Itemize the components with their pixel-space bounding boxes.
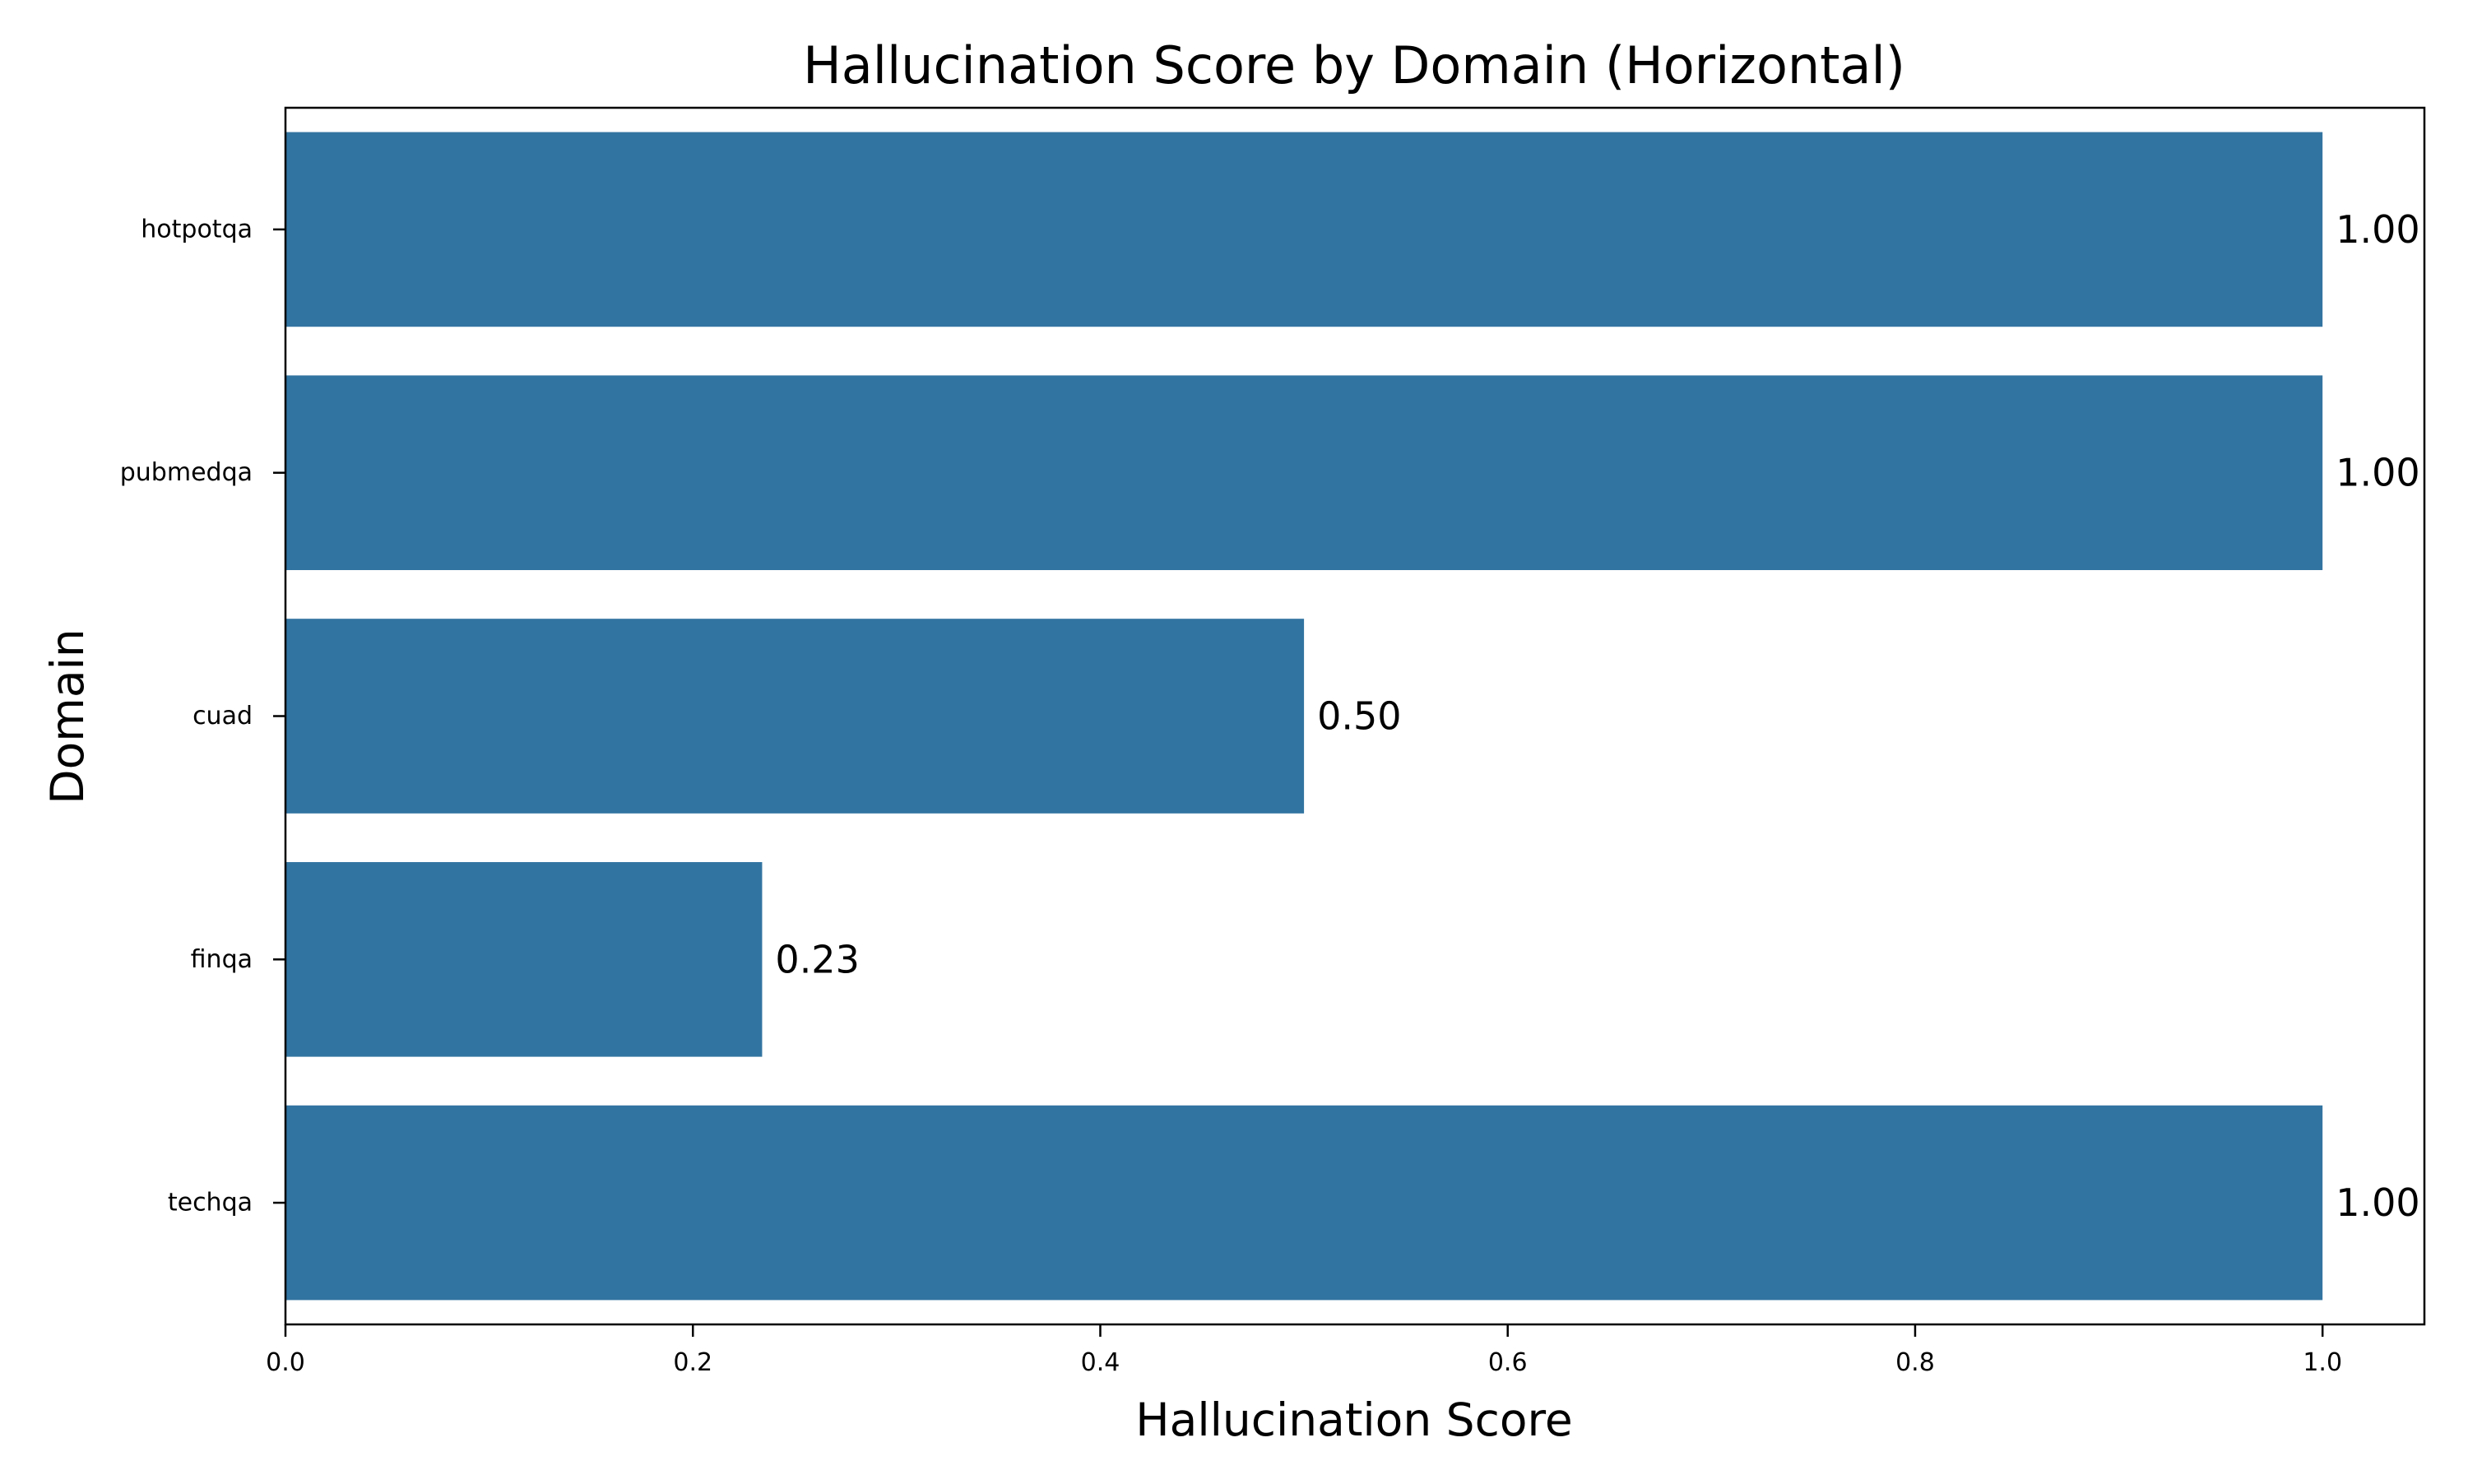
bar-finqa bbox=[285, 861, 763, 1057]
x-tick-label-5: 1.0 bbox=[2303, 1348, 2342, 1377]
bar-techqa bbox=[285, 1105, 2323, 1301]
bar-hotpotqa bbox=[285, 132, 2323, 327]
y-tick-label-pubmedqa: pubmedqa bbox=[120, 458, 253, 487]
value-label-techqa: 1.00 bbox=[2336, 1180, 2419, 1225]
bar-cuad bbox=[285, 619, 1305, 814]
value-label-hotpotqa: 1.00 bbox=[2336, 207, 2419, 252]
value-labels-layer: 1.00 1.00 0.50 0.23 1.00 bbox=[775, 207, 2419, 1225]
x-tick-label-0: 0.0 bbox=[266, 1348, 305, 1377]
y-tick-label-techqa: techqa bbox=[168, 1189, 253, 1217]
bar-pubmedqa bbox=[285, 375, 2323, 571]
bars-layer bbox=[285, 132, 2323, 1301]
x-axis: 0.0 0.2 0.4 0.6 0.8 1.0 bbox=[266, 1324, 2342, 1377]
x-tick-label-4: 0.8 bbox=[1895, 1348, 1935, 1377]
value-label-pubmedqa: 1.00 bbox=[2336, 451, 2419, 495]
y-tick-label-finqa: finqa bbox=[191, 945, 253, 974]
x-tick-label-1: 0.2 bbox=[673, 1348, 712, 1377]
y-axis: hotpotqa pubmedqa cuad finqa techqa bbox=[120, 215, 285, 1217]
y-tick-label-hotpotqa: hotpotqa bbox=[141, 215, 253, 243]
x-tick-label-3: 0.6 bbox=[1488, 1348, 1528, 1377]
x-axis-label: Hallucination Score bbox=[1135, 1394, 1572, 1446]
y-axis-label: Domain bbox=[41, 628, 94, 804]
chart-title: Hallucination Score by Domain (Horizonta… bbox=[803, 35, 1905, 95]
x-tick-label-2: 0.4 bbox=[1081, 1348, 1120, 1377]
y-tick-label-cuad: cuad bbox=[193, 702, 253, 730]
value-label-finqa: 0.23 bbox=[775, 937, 859, 981]
value-label-cuad: 0.50 bbox=[1317, 694, 1401, 739]
